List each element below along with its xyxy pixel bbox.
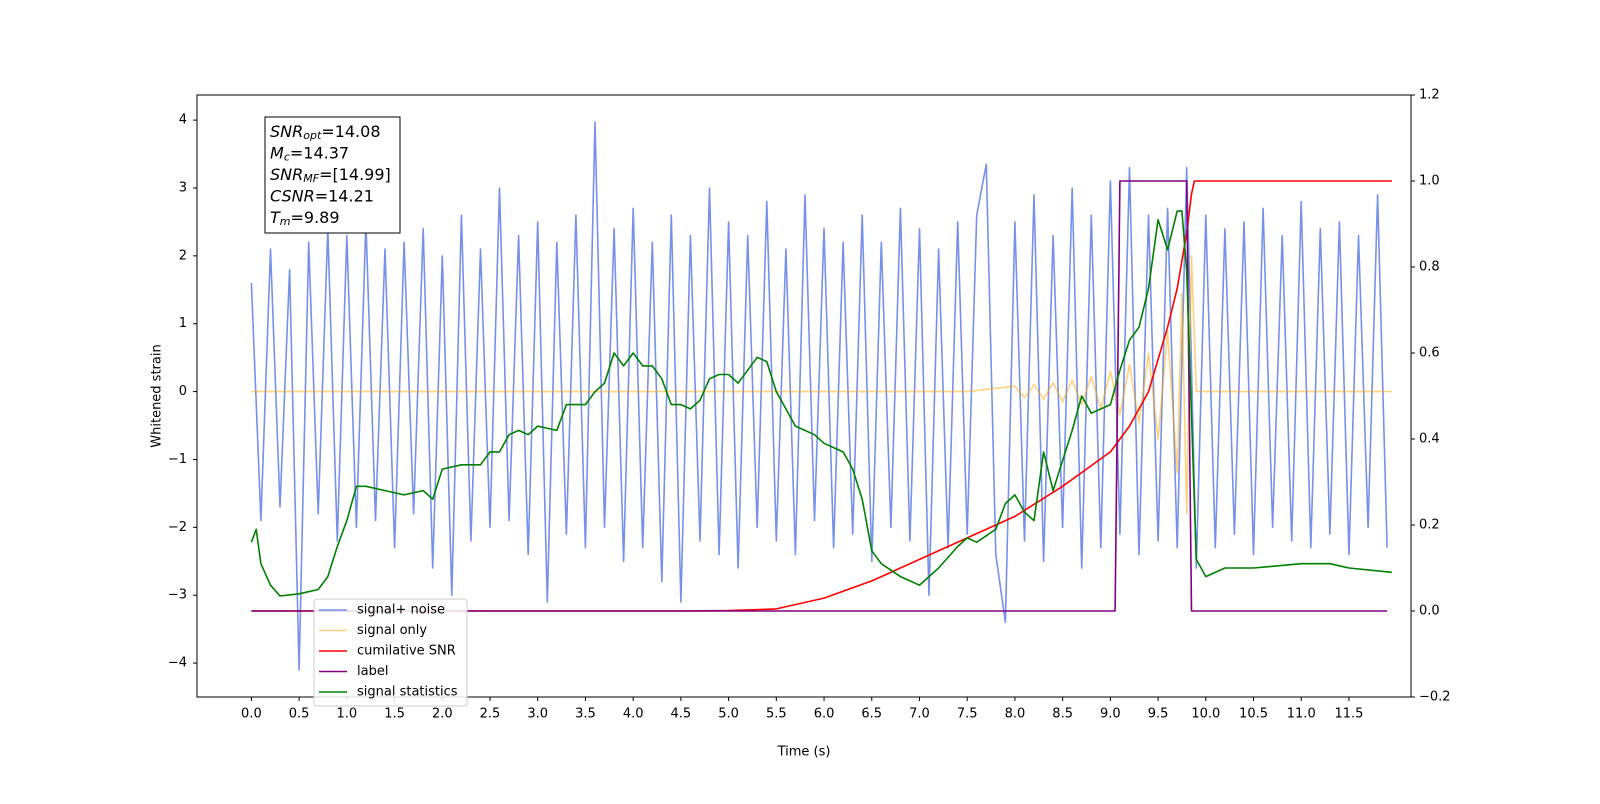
legend-label: label [357, 664, 388, 679]
series-line [250, 121, 1388, 671]
annotation-frame [264, 116, 401, 234]
y-tick-label: −3 [168, 588, 187, 603]
annotation-text: =9.89 [291, 208, 340, 227]
annotation-line: SNRMF=[14.99] [270, 165, 391, 186]
x-tick-label: 7.0 [909, 707, 930, 722]
plot-frame [196, 94, 1412, 698]
x-tick-label: 6.0 [814, 707, 835, 722]
y2-tick-label: 0.4 [1419, 432, 1440, 447]
annotation-symbol: SNR [270, 122, 303, 141]
x-tick-label: 2.5 [480, 707, 501, 722]
annotation-text: =[14.99] [319, 165, 391, 184]
y-tick-label: 4 [179, 113, 187, 128]
series-line [251, 180, 1388, 612]
legend: signal+ noise signal only cumilative SNR la… [313, 598, 468, 707]
x-tick-label: 11.5 [1334, 707, 1363, 722]
annotation-line: Mc=14.37 [270, 143, 349, 164]
y2-tick-label: −0.2 [1419, 690, 1451, 705]
annotation-box: SNRopt=14.08Mc=14.37SNRMF=[14.99]CSNR=14… [264, 116, 401, 234]
y-tick-label: 3 [179, 180, 187, 195]
annotation-text: =14.08 [321, 122, 380, 141]
legend-label: cumilative SNR [357, 644, 456, 659]
annotation-text: =14.37 [290, 143, 349, 162]
y2-tick-label: 1.0 [1419, 174, 1440, 189]
y2-tick-label: 0.6 [1419, 346, 1440, 361]
x-tick-label: 2.0 [432, 707, 453, 722]
legend-label: signal statistics [357, 685, 458, 700]
y-tick-label: −1 [168, 452, 187, 467]
series-line [250, 210, 1392, 597]
annotation-line: SNRopt=14.08 [270, 122, 381, 143]
x-tick-label: 5.0 [718, 707, 739, 722]
y2-tick-label: 0.0 [1419, 604, 1440, 619]
x-tick-label: 1.5 [384, 707, 405, 722]
legend-label: signal+ noise [357, 603, 445, 618]
x-tick-label: 3.5 [575, 707, 596, 722]
annotation-symbol: SNR [270, 165, 303, 184]
annotation-subscript: m [280, 215, 291, 228]
annotation-symbol: CSNR [270, 186, 315, 205]
x-tick-label: 0.5 [289, 707, 310, 722]
x-tick-label: 5.5 [766, 707, 787, 722]
x-tick-label: 4.5 [671, 707, 692, 722]
annotation-line: Tm=9.89 [270, 208, 340, 229]
y-tick-label: 2 [179, 248, 187, 263]
annotation-symbol: M [270, 143, 284, 162]
x-tick-label: 0.0 [241, 707, 262, 722]
x-tick-label: 10.0 [1191, 707, 1220, 722]
x-tick-label: 6.5 [861, 707, 882, 722]
x-tick-label: 9.5 [1148, 707, 1169, 722]
legend-frame [313, 598, 468, 707]
x-tick-label: 11.0 [1287, 707, 1316, 722]
x-tick-label: 8.0 [1005, 707, 1026, 722]
y2-tick-label: 0.8 [1419, 260, 1440, 275]
x-tick-label: 1.0 [336, 707, 357, 722]
x-axis-label: Time (s) [777, 745, 831, 760]
y2-tick-label: 0.2 [1419, 518, 1440, 533]
x-tick-label: 7.5 [957, 707, 978, 722]
legend-label: signal only [357, 623, 427, 638]
y2-tick-label: 1.2 [1419, 88, 1440, 103]
annotation-symbol: T [270, 208, 281, 227]
annotation-subscript: opt [303, 129, 322, 142]
y-tick-label: −2 [168, 520, 187, 535]
series-line [251, 255, 1392, 515]
y-tick-label: 1 [179, 316, 187, 331]
x-tick-label: 10.5 [1239, 707, 1268, 722]
x-tick-label: 8.5 [1052, 707, 1073, 722]
annotation-subscript: MF [303, 172, 319, 185]
annotation-text: =14.21 [315, 186, 374, 205]
x-tick-label: 9.0 [1100, 707, 1121, 722]
annotation-subscript: c [284, 151, 290, 164]
y-axis-label: Whitened strain [150, 344, 165, 447]
x-tick-label: 3.0 [527, 707, 548, 722]
annotation-line: CSNR=14.21 [270, 186, 374, 205]
y-tick-label: 0 [179, 384, 187, 399]
y-tick-label: −4 [168, 656, 187, 671]
x-tick-label: 4.0 [623, 707, 644, 722]
